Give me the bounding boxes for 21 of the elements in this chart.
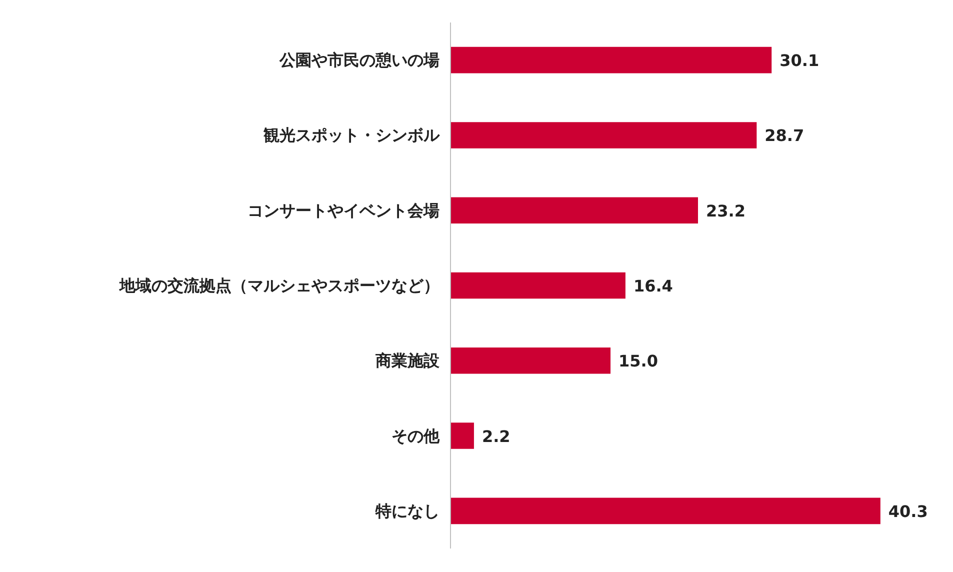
data-label: 40.3: [888, 502, 928, 521]
data-label: 16.4: [633, 276, 673, 296]
bar: [450, 498, 880, 524]
y-tick-label: 商業施設: [374, 351, 440, 370]
data-label: 23.2: [706, 201, 746, 220]
data-label: 30.1: [780, 51, 820, 70]
data-label: 2.2: [482, 426, 510, 446]
y-tick-label: 観光スポット・シンボル: [262, 126, 440, 145]
bar: [450, 422, 474, 449]
y-tick-label: その他: [392, 426, 440, 446]
y-tick-label: 地域の交流拠点（マルシェやスポーツなど）: [118, 276, 440, 295]
y-tick-label: 公園や市民の憩いの場: [278, 50, 440, 70]
bar: [450, 272, 626, 299]
data-label: 15.0: [618, 352, 658, 371]
y-tick-label: 特になし: [374, 501, 440, 520]
bar: [450, 46, 772, 74]
y-tick-label: コンサートやイベント会場: [248, 200, 440, 220]
bar: [450, 347, 611, 374]
data-label: 28.7: [764, 126, 804, 146]
bar: [450, 197, 698, 224]
bar: [450, 122, 757, 148]
